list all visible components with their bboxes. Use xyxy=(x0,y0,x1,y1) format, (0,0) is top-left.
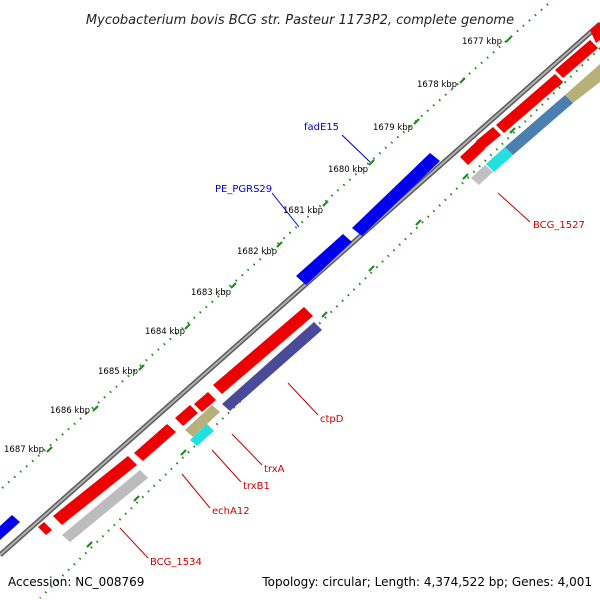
gene-trxA-shadow xyxy=(185,405,220,437)
feature-label-trxB1: trxB1 xyxy=(243,481,270,492)
gene-ctpD-shadow xyxy=(222,322,322,411)
scale-label: 1685 kbp xyxy=(98,367,138,377)
gene-fadE15[interactable] xyxy=(352,153,440,236)
reverse-genes xyxy=(38,22,600,542)
summary-text: Topology: circular; Length: 4,374,522 bp… xyxy=(261,575,592,589)
scale-label: 1681 kbp xyxy=(283,206,323,216)
gene-BCG-1527-shadow xyxy=(471,165,493,185)
gene-trxA[interactable] xyxy=(194,392,216,412)
feature-label-BCG-1534: BCG_1534 xyxy=(150,557,202,568)
outer-major-ticks xyxy=(46,36,512,453)
gene-upper-red-2[interactable] xyxy=(476,127,501,149)
scale-label: 1687 kbp xyxy=(4,445,44,455)
gene-upper-red-5[interactable] xyxy=(590,22,600,43)
gene-ctpD[interactable] xyxy=(213,307,313,394)
feature-label-fadE15: fadE15 xyxy=(304,122,339,133)
gene-small-red[interactable] xyxy=(38,522,52,535)
gene-upper-cyan xyxy=(486,147,513,172)
scale-label: 1686 kbp xyxy=(50,406,90,416)
gene-trxB1-shadow xyxy=(190,424,214,446)
label-leaders xyxy=(119,134,531,559)
inner-tick-ring xyxy=(39,47,600,599)
gene-upper-red-4[interactable] xyxy=(555,40,598,78)
feature-labels: fadE15 PE_PGRS29 BCG_1527 ctpD trxA trxB… xyxy=(150,122,585,568)
gene-left-edge[interactable] xyxy=(0,515,20,540)
feature-label-ctpD: ctpD xyxy=(320,414,344,425)
scale-label: 1678 kbp xyxy=(417,80,457,90)
inner-major-ticks xyxy=(86,81,563,548)
feature-label-PE-PGRS29: PE_PGRS29 xyxy=(215,184,272,195)
gene-trxB1[interactable] xyxy=(175,405,198,426)
map-title: Mycobacterium bovis BCG str. Pasteur 117… xyxy=(86,13,514,28)
gene-PE-PGRS29[interactable] xyxy=(296,234,352,285)
gene-upper-red-3[interactable] xyxy=(496,74,563,133)
forward-genes xyxy=(0,153,440,540)
genome-backbone xyxy=(0,22,600,557)
scale-label: 1677 kbp xyxy=(462,37,502,47)
gene-BCG-1534-red[interactable] xyxy=(53,456,137,525)
gene-upper-khaki xyxy=(565,64,600,103)
scale-labels: 1677 kbp 1678 kbp 1679 kbp 1680 kbp 1681… xyxy=(4,37,502,455)
scale-label: 1683 kbp xyxy=(191,288,231,298)
scale-label: 1680 kbp xyxy=(328,165,368,175)
feature-label-trxA: trxA xyxy=(264,464,285,475)
scale-label: 1682 kbp xyxy=(237,247,277,257)
feature-label-BCG-1527: BCG_1527 xyxy=(533,220,585,231)
gene-BCG-1527[interactable] xyxy=(460,141,485,165)
accession-text: Accession: NC_008769 xyxy=(8,575,144,589)
scale-label: 1684 kbp xyxy=(145,327,185,337)
scale-label: 1679 kbp xyxy=(373,123,413,133)
gene-echA12[interactable] xyxy=(134,424,176,461)
gene-upper-steelblue xyxy=(505,95,573,155)
feature-label-echA12: echA12 xyxy=(212,506,250,517)
gene-BCG-1534[interactable] xyxy=(62,470,148,542)
